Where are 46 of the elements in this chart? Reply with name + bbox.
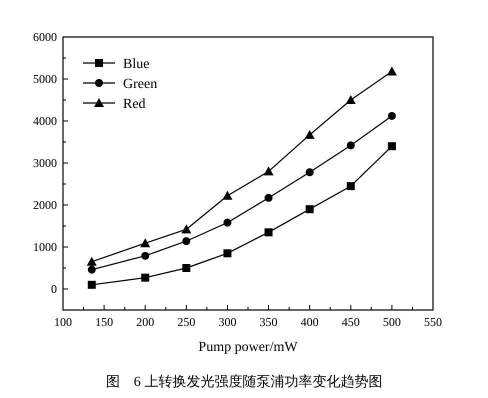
point	[182, 237, 190, 246]
point	[141, 274, 150, 282]
point	[264, 228, 273, 236]
x-tick-label: 500	[382, 315, 401, 329]
x-tick-label: 350	[260, 315, 278, 329]
point	[306, 168, 314, 176]
y-tick-label: 3000	[33, 156, 57, 170]
point	[223, 249, 232, 258]
point	[346, 182, 355, 190]
x-tick-label: 300	[218, 315, 236, 329]
x-tick-label: 450	[342, 315, 360, 329]
x-tick-label: 100	[54, 315, 72, 329]
legend-label: Red	[123, 97, 146, 112]
point	[386, 66, 397, 76]
x-tick-label: 400	[300, 315, 319, 329]
x-tick-label: 250	[177, 315, 196, 329]
x-tick-label: 200	[136, 315, 154, 329]
point	[181, 224, 192, 234]
point	[182, 264, 190, 272]
legend-label: Green	[123, 77, 158, 92]
caption: 图 6 上转换发光强度随泵浦功率变化趋势图	[106, 374, 382, 390]
point	[388, 112, 396, 120]
legend-label: Blue	[123, 57, 150, 72]
y-tick-label: 0	[51, 282, 57, 296]
point	[306, 205, 314, 214]
x-tick-label: 150	[95, 315, 114, 329]
y-tick-label: 2000	[33, 198, 57, 212]
point	[264, 194, 273, 202]
y-tick-label: 5000	[33, 72, 57, 86]
point	[346, 141, 355, 150]
y-tick-label: 4000	[33, 114, 57, 128]
point	[88, 266, 96, 274]
point	[223, 218, 232, 227]
point	[264, 166, 274, 176]
point	[304, 130, 315, 139]
x-axis-title: Pump power/mW	[198, 340, 298, 355]
y-tick-label: 1000	[33, 240, 57, 254]
point	[86, 256, 97, 266]
point	[222, 190, 232, 200]
y-tick-label: 6000	[33, 30, 57, 44]
point	[88, 280, 96, 289]
point	[140, 238, 150, 248]
x-tick-label: 550	[424, 315, 442, 329]
point	[388, 142, 396, 150]
point	[346, 95, 356, 104]
point	[141, 252, 150, 260]
